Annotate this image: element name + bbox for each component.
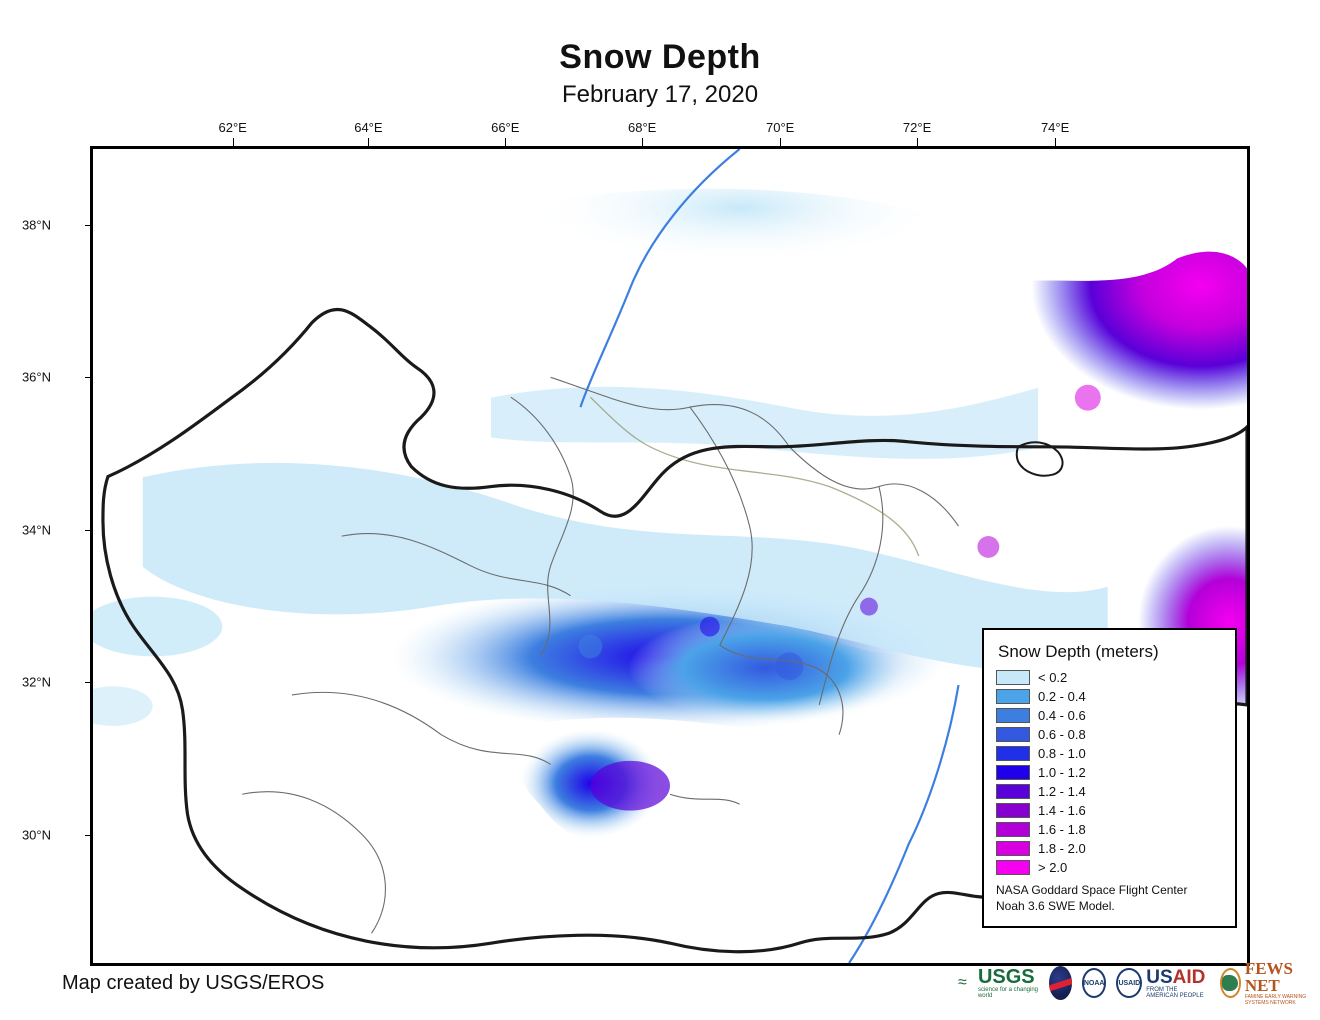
legend-label-7: 1.4 - 1.6 (1038, 803, 1086, 818)
usgs-logo: ≈ USGS science for a changing world (958, 967, 1039, 999)
legend-row-0: < 0.2 (996, 670, 1223, 685)
lon-label-4: 70°E (766, 120, 794, 135)
lon-label-6: 74°E (1041, 120, 1069, 135)
lon-tick-4 (780, 138, 781, 146)
legend-label-8: 1.6 - 1.8 (1038, 822, 1086, 837)
legend-row-2: 0.4 - 0.6 (996, 708, 1223, 723)
legend-title: Snow Depth (meters) (998, 642, 1223, 662)
legend-label-3: 0.6 - 0.8 (1038, 727, 1086, 742)
legend-row-1: 0.2 - 0.4 (996, 689, 1223, 704)
legend-swatch-3 (996, 727, 1030, 742)
lon-label-3: 68°E (628, 120, 656, 135)
usaid-sub-text: FROM THE AMERICAN PEOPLE (1146, 987, 1209, 999)
legend-row-10: > 2.0 (996, 860, 1223, 875)
latitude-axis: 38°N 36°N 34°N 32°N 30°N (55, 146, 93, 966)
map-credit-caption: Map created by USGS/EROS (62, 972, 324, 995)
noaa-icon: NOAA (1082, 968, 1107, 998)
legend-row-3: 0.6 - 0.8 (996, 727, 1223, 742)
lon-tick-1 (368, 138, 369, 146)
legend-panel: Snow Depth (meters) < 0.2 0.2 - 0.4 0.4 … (982, 628, 1237, 928)
legend-swatch-1 (996, 689, 1030, 704)
longitude-axis: 62°E 64°E 66°E 68°E 70°E 72°E 74°E (90, 124, 1250, 146)
lon-tick-2 (505, 138, 506, 146)
lon-tick-3 (642, 138, 643, 146)
legend-row-6: 1.2 - 1.4 (996, 784, 1223, 799)
legend-label-10: > 2.0 (1038, 860, 1067, 875)
lat-label-0: 38°N (22, 217, 51, 232)
legend-row-4: 0.8 - 1.0 (996, 746, 1223, 761)
lat-label-1: 36°N (22, 370, 51, 385)
lon-label-1: 64°E (354, 120, 382, 135)
header: Snow Depth February 17, 2020 (0, 38, 1320, 109)
legend-swatch-4 (996, 746, 1030, 761)
legend-items-container: < 0.2 0.2 - 0.4 0.4 - 0.6 0.6 - 0.8 0.8 … (996, 670, 1223, 875)
legend-swatch-9 (996, 841, 1030, 856)
legend-row-9: 1.8 - 2.0 (996, 841, 1223, 856)
lat-label-2: 34°N (22, 522, 51, 537)
usgs-text: USGS (978, 967, 1035, 987)
legend-label-2: 0.4 - 0.6 (1038, 708, 1086, 723)
legend-row-7: 1.4 - 1.6 (996, 803, 1223, 818)
lon-label-0: 62°E (219, 120, 247, 135)
lon-tick-5 (917, 138, 918, 146)
lon-label-2: 66°E (491, 120, 519, 135)
legend-swatch-2 (996, 708, 1030, 723)
legend-label-0: < 0.2 (1038, 670, 1067, 685)
lon-label-5: 72°E (903, 120, 931, 135)
legend-label-6: 1.2 - 1.4 (1038, 784, 1086, 799)
legend-swatch-6 (996, 784, 1030, 799)
usaid-logo: USAID USAID FROM THE AMERICAN PEOPLE (1116, 968, 1209, 999)
fews-net-logo: FEWS NET FAMINE EARLY WARNING SYSTEMS NE… (1220, 960, 1320, 1006)
legend-row-8: 1.6 - 1.8 (996, 822, 1223, 837)
fews-text: FEWS NET (1245, 960, 1320, 994)
fews-icon (1220, 968, 1241, 998)
legend-label-4: 0.8 - 1.0 (1038, 746, 1086, 761)
legend-swatch-8 (996, 822, 1030, 837)
legend-swatch-0 (996, 670, 1030, 685)
lat-label-3: 32°N (22, 675, 51, 690)
lon-tick-0 (233, 138, 234, 146)
page-subtitle: February 17, 2020 (0, 81, 1320, 109)
lat-label-4: 30°N (22, 827, 51, 842)
legend-source-footer: NASA Goddard Space Flight Center Noah 3.6… (996, 883, 1223, 914)
legend-label-1: 0.2 - 0.4 (1038, 689, 1086, 704)
legend-label-5: 1.0 - 1.2 (1038, 765, 1086, 780)
usaid-text: USAID (1146, 968, 1205, 987)
legend-swatch-7 (996, 803, 1030, 818)
usgs-icon: ≈ (958, 975, 974, 991)
agency-logos: ≈ USGS science for a changing world NOAA… (958, 960, 1320, 1006)
lon-tick-6 (1055, 138, 1056, 146)
legend-row-5: 1.0 - 1.2 (996, 765, 1223, 780)
nasa-icon (1049, 966, 1072, 1000)
legend-swatch-5 (996, 765, 1030, 780)
page-title: Snow Depth (0, 38, 1320, 77)
legend-swatch-10 (996, 860, 1030, 875)
legend-label-9: 1.8 - 2.0 (1038, 841, 1086, 856)
fews-sub-text: FAMINE EARLY WARNING SYSTEMS NETWORK (1245, 994, 1320, 1006)
usaid-icon: USAID (1116, 968, 1142, 998)
usgs-sub-text: science for a changing world (978, 987, 1039, 999)
